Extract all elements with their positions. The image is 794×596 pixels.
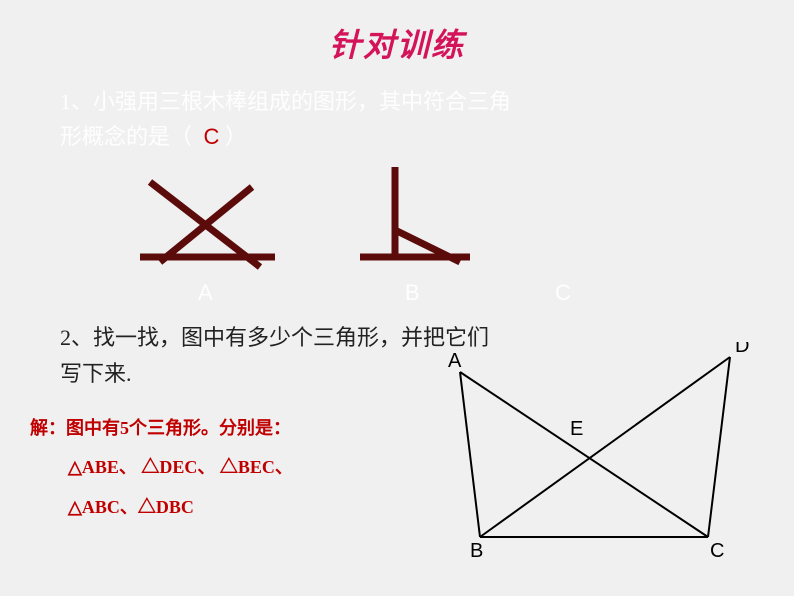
page-title: 针对训练: [0, 0, 794, 66]
svg-text:A: A: [448, 350, 462, 372]
svg-text:B: B: [470, 540, 483, 562]
q2-text-2: 写下来.: [60, 361, 132, 386]
triangle-diagram: A D B C E: [400, 342, 770, 572]
question-1: 1、小强用三根木棒组成的图形，其中符合三角 形概念的是（ C ）: [60, 84, 764, 154]
svg-text:D: D: [735, 342, 749, 357]
shape-label-c: C: [555, 280, 571, 306]
shape-label-a: A: [198, 280, 213, 306]
shapes-svg: [0, 162, 794, 292]
q1-answer: C: [204, 124, 220, 149]
shapes-container: A B C: [0, 162, 794, 312]
svg-text:E: E: [570, 418, 583, 440]
q1-text-2: 形概念的是（: [60, 124, 192, 149]
shape-label-b: B: [405, 280, 420, 306]
svg-text:C: C: [710, 540, 724, 562]
q1-text-3: ）: [225, 124, 247, 149]
q1-text-1: 1、小强用三根木棒组成的图形，其中符合三角: [60, 89, 511, 114]
